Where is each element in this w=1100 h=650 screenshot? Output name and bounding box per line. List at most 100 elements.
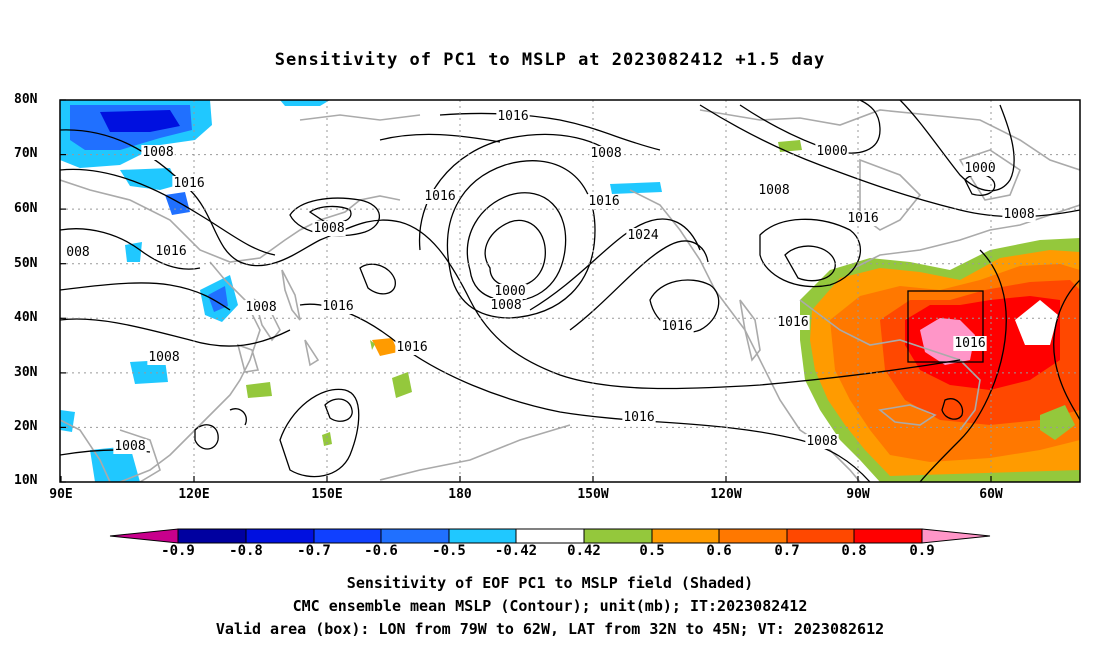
contour-label: 1000 (816, 144, 847, 159)
axis-ticks (60, 99, 992, 483)
contour-label-halo (776, 315, 810, 330)
colorbar (109, 528, 991, 544)
contour-label-halo (496, 109, 530, 124)
colorbar-segment (515, 528, 585, 544)
colorbar-label: -0.6 (364, 543, 398, 559)
map-title: Sensitivity of PC1 to MSLP at 2023082412… (274, 50, 826, 70)
colorbar-label: 0.9 (909, 543, 935, 559)
contour-label: 1016 (623, 410, 654, 425)
contour-label: 1016 (777, 315, 808, 330)
contour-label-halo (147, 350, 181, 365)
lat-label: 70N (14, 146, 38, 161)
lat-label: 40N (14, 310, 38, 325)
lon-label: 180 (448, 487, 472, 502)
colorbar-segment (380, 528, 450, 544)
contour-label-halo (846, 211, 880, 226)
contour-label-halo (622, 410, 656, 425)
contour-label-halo (587, 194, 621, 209)
positive-sensitivity-shading (246, 140, 1080, 482)
contour-label-halo (141, 145, 175, 160)
colorbar-segment (313, 528, 382, 544)
caption-contour: CMC ensemble mean MSLP (Contour); unit(m… (292, 597, 808, 615)
colorbar-label: -0.7 (297, 543, 331, 559)
contour-label: 1016 (588, 194, 619, 209)
contour-label-halo (963, 161, 997, 176)
contour-label: 1016 (954, 336, 985, 351)
contour-label: 1008 (806, 434, 837, 449)
contour-label-halo (423, 189, 457, 204)
contour-label-halo (489, 298, 523, 313)
colorbar-label: -0.5 (432, 543, 466, 559)
colorbar-upper-arrow (921, 528, 991, 544)
contour-label-halo (321, 299, 355, 314)
lon-label: 120E (178, 487, 210, 502)
valid-area-box (907, 290, 984, 363)
caption-valid-area: Valid area (box): LON from 79W to 62W, L… (215, 620, 885, 638)
contour-label: 1008 (142, 145, 173, 160)
colorbar-label: -0.8 (229, 543, 263, 559)
colorbar-label: 0.7 (774, 543, 800, 559)
contour-label-halo (65, 245, 91, 260)
caption-shading: Sensitivity of EOF PC1 to MSLP field (Sh… (346, 574, 754, 592)
contour-label: 1008 (313, 221, 344, 236)
contour-label: 1008 (490, 298, 521, 313)
contour-label-halo (172, 176, 206, 191)
colorbar-label: 0.8 (841, 543, 867, 559)
colorbar-segment (245, 528, 315, 544)
map-frame (59, 99, 1081, 483)
contour-label: 1016 (661, 319, 692, 334)
contour-label-halo (805, 434, 839, 449)
colorbar-label: -0.9 (161, 543, 195, 559)
contour-label-halo (395, 340, 429, 355)
contour-label: 1016 (497, 109, 528, 124)
contour-label-halo (626, 228, 660, 243)
lat-label: 80N (14, 92, 38, 107)
contour-label: 1000 (964, 161, 995, 176)
contour-label: 1000 (494, 284, 525, 299)
lon-label: 150W (577, 487, 609, 502)
contour-label-halo (589, 146, 623, 161)
lat-label: 10N (14, 473, 38, 488)
contour-label-halo (757, 183, 791, 198)
contour-label: 1016 (173, 176, 204, 191)
contour-label: 1024 (627, 228, 658, 243)
contour-label: 1008 (114, 439, 145, 454)
contour-label: 1016 (396, 340, 427, 355)
contour-label: 1008 (758, 183, 789, 198)
lat-label: 30N (14, 365, 38, 380)
colorbar-segment (786, 528, 855, 544)
lon-label: 60W (979, 487, 1003, 502)
contour-label: 1008 (148, 350, 179, 365)
lat-label: 50N (14, 256, 38, 271)
colorbar-label: 0.5 (639, 543, 665, 559)
lon-label: 90E (49, 487, 73, 502)
lat-label: 60N (14, 201, 38, 216)
colorbar-label: 0.42 (567, 543, 601, 559)
lat-label: 20N (14, 419, 38, 434)
colorbar-label: 0.6 (706, 543, 732, 559)
contour-label: 008 (66, 245, 89, 260)
contour-label-halo (493, 284, 527, 299)
contour-labels: 1016 1008 1016 1008 1016 1016 1000 1000 … (65, 109, 1036, 454)
contour-label-halo (953, 336, 987, 351)
lon-label: 120W (710, 487, 742, 502)
colorbar-segment (583, 528, 653, 544)
mslp-contours (60, 100, 1080, 482)
colorbar-segment (718, 528, 788, 544)
contour-label-halo (1002, 207, 1036, 222)
colorbar-lower-arrow (109, 528, 179, 544)
contour-label-halo (312, 221, 346, 236)
lon-label: 150E (311, 487, 343, 502)
colorbar-segment (448, 528, 517, 544)
contour-label: 1016 (847, 211, 878, 226)
lon-label: 90W (846, 487, 870, 502)
graticule (60, 100, 1080, 482)
contour-label: 1008 (1003, 207, 1034, 222)
contour-label-halo (244, 300, 278, 315)
contour-label-halo (113, 439, 147, 454)
contour-label: 1016 (322, 299, 353, 314)
colorbar-segment (651, 528, 720, 544)
negative-sensitivity-shading (60, 100, 662, 482)
colorbar-segment (853, 528, 923, 544)
